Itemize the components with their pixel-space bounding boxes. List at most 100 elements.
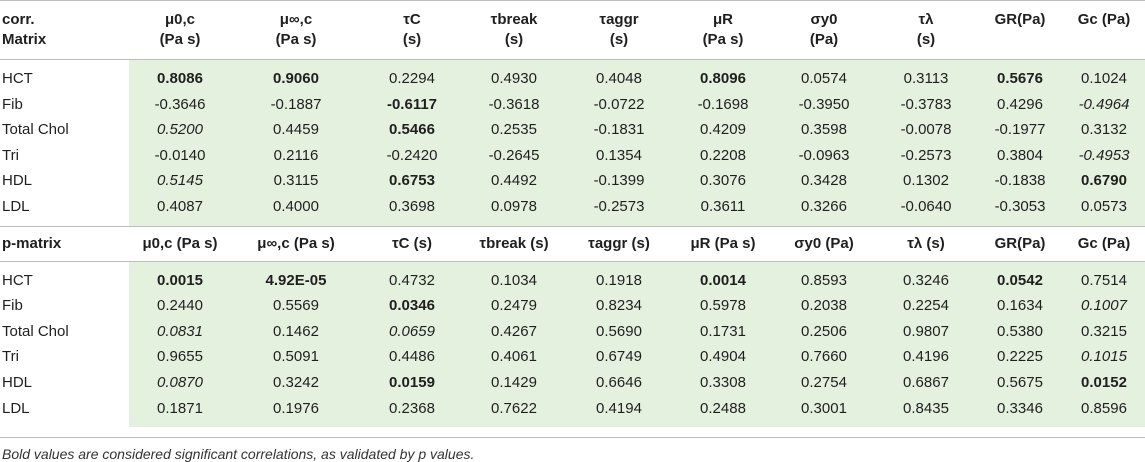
spacer-cell xyxy=(875,59,977,66)
row-label: Total Chol xyxy=(2,322,69,340)
spacer-cell xyxy=(463,261,565,268)
spacer-cell xyxy=(673,219,773,227)
table-row: HDL 0.0870 0.3242 0.0159 0.1429 0.6646 0.3308 0… xyxy=(0,369,1145,396)
table-cell: 0.9655 xyxy=(129,344,231,370)
table-cell: 0.1634 xyxy=(977,293,1063,319)
p-matrix-header-row: p-matrix μ0,c (Pa s) μ∞,c (Pa s) τC (s) … xyxy=(0,225,1145,262)
table-cell: 0.1015 xyxy=(1063,344,1145,370)
table-row: Tri 0.9655 0.5091 0.4486 0.4061 0.6749 0.4904 0… xyxy=(0,344,1145,370)
table-cell: 0.4000 xyxy=(231,193,361,220)
column-header-line1: Gc (Pa) xyxy=(1077,11,1131,28)
table-cell: 0.7514 xyxy=(1063,267,1145,294)
row-label: LDL xyxy=(2,399,30,417)
column-header-line1: τbreak xyxy=(490,11,538,28)
table-cell: 0.2254 xyxy=(875,293,977,319)
table-cell: 0.3698 xyxy=(361,193,463,220)
table-row: Total Chol 0.0831 0.1462 0.0659 0.4267 0.5690… xyxy=(0,318,1145,345)
table-cell: 0.5200 xyxy=(129,117,231,143)
table-cell: 0.1731 xyxy=(673,318,773,345)
table-cell: -0.0140 xyxy=(129,142,231,169)
row-label: Total Chol xyxy=(2,121,69,139)
table-cell: 0.8096 xyxy=(673,66,773,92)
spacer-cell xyxy=(773,219,875,227)
table-cell: 0.8086 xyxy=(129,66,231,92)
table-cell: 0.7660 xyxy=(773,344,875,370)
column-header-line2: (s) xyxy=(609,31,629,48)
table-cell: 0.8596 xyxy=(1063,395,1145,422)
table-cell: 0.2208 xyxy=(673,142,773,169)
spacer-cell xyxy=(565,421,673,428)
table-cell: 0.2479 xyxy=(463,293,565,319)
corr-matrix-header-label: corr. Matrix xyxy=(0,0,129,60)
table-cell: -0.1977 xyxy=(977,117,1063,143)
table-cell: 0.3076 xyxy=(673,168,773,194)
table-cell: 0.5091 xyxy=(231,344,361,370)
table-cell: 0.5690 xyxy=(565,318,673,345)
corr-label-line2: Matrix xyxy=(2,31,47,48)
table-cell: 0.6753 xyxy=(361,168,463,194)
spacer-cell xyxy=(875,261,977,268)
spacer-cell xyxy=(773,421,875,428)
spacer-cell xyxy=(1063,219,1145,227)
table-cell: -0.1698 xyxy=(673,91,773,118)
table-cell: 0.1024 xyxy=(1063,66,1145,92)
spacer-cell xyxy=(0,421,129,427)
spacer-cell xyxy=(231,219,361,227)
table-cell: -0.4953 xyxy=(1063,142,1145,169)
table-cell: -0.3618 xyxy=(463,91,565,118)
spacer-cell xyxy=(977,261,1063,268)
table-row: Total Chol 0.5200 0.4459 0.5466 0.2535 -0.183… xyxy=(0,117,1145,143)
column-header: τλ (s) xyxy=(875,225,977,262)
column-header-line1: GR(Pa) xyxy=(994,11,1046,28)
spacer-cell xyxy=(673,59,773,66)
column-header-line2: (Pa s) xyxy=(702,31,744,48)
row-label: Tri xyxy=(2,348,19,366)
table-cell: 0.3215 xyxy=(1063,318,1145,345)
row-label: HCT xyxy=(2,271,33,289)
spacer-cell xyxy=(565,219,673,227)
column-header: τaggr (s) xyxy=(565,0,673,60)
table-cell: 0.2754 xyxy=(773,369,875,396)
table-cell: 0.1429 xyxy=(463,369,565,396)
table-row: HDL 0.5145 0.3115 0.6753 0.4492 -0.1399 0.3076… xyxy=(0,168,1145,194)
table-cell: 0.4296 xyxy=(977,91,1063,118)
table-row: Fib -0.3646 -0.1887 -0.6117 -0.3618 -0.0722 -0… xyxy=(0,91,1145,118)
table-cell: 0.0159 xyxy=(361,369,463,396)
table-cell: -0.3053 xyxy=(977,193,1063,220)
table-cell: 0.5978 xyxy=(673,293,773,319)
column-header-line2: (Pa) xyxy=(809,31,839,48)
table-cell: 0.0542 xyxy=(977,267,1063,294)
table-cell: 0.1007 xyxy=(1063,293,1145,319)
column-header: Gc (Pa) xyxy=(1063,0,1145,60)
table-row: LDL 0.1871 0.1976 0.2368 0.7622 0.4194 0.2488 0… xyxy=(0,395,1145,422)
table-cell: 0.0346 xyxy=(361,293,463,319)
column-header-line2: (s) xyxy=(504,31,524,48)
table-cell: 0.1034 xyxy=(463,267,565,294)
spacer-cell xyxy=(361,219,463,227)
spacer-row xyxy=(0,261,1145,268)
table-cell: 0.1918 xyxy=(565,267,673,294)
table-cell: 0.6867 xyxy=(875,369,977,396)
table-cell: 0.3346 xyxy=(977,395,1063,422)
column-header: μ∞,c (Pa s) xyxy=(231,0,361,60)
column-header-line1: μ0,c xyxy=(164,11,196,28)
table-cell: -0.2573 xyxy=(875,142,977,169)
table-cell: -0.3950 xyxy=(773,91,875,118)
column-header: τbreak (s) xyxy=(463,225,565,262)
table-cell: 0.3804 xyxy=(977,142,1063,169)
spacer-cell xyxy=(1063,261,1145,268)
table-cell: 0.8435 xyxy=(875,395,977,422)
row-label: Tri xyxy=(2,146,19,164)
table-footnote: Bold values are considered significant c… xyxy=(0,437,1145,462)
table-cell: 0.3132 xyxy=(1063,117,1145,143)
table-cell: 0.0659 xyxy=(361,318,463,345)
table-cell: 0.3242 xyxy=(231,369,361,396)
spacer-cell xyxy=(361,421,463,428)
p-matrix-header-label: p-matrix xyxy=(0,225,129,262)
table-cell: 0.0014 xyxy=(673,267,773,294)
table-cell: 0.4267 xyxy=(463,318,565,345)
table-cell: 0.3113 xyxy=(875,66,977,92)
spacer-cell xyxy=(875,421,977,428)
table-cell: -0.4964 xyxy=(1063,91,1145,118)
table-cell: 0.6749 xyxy=(565,344,673,370)
